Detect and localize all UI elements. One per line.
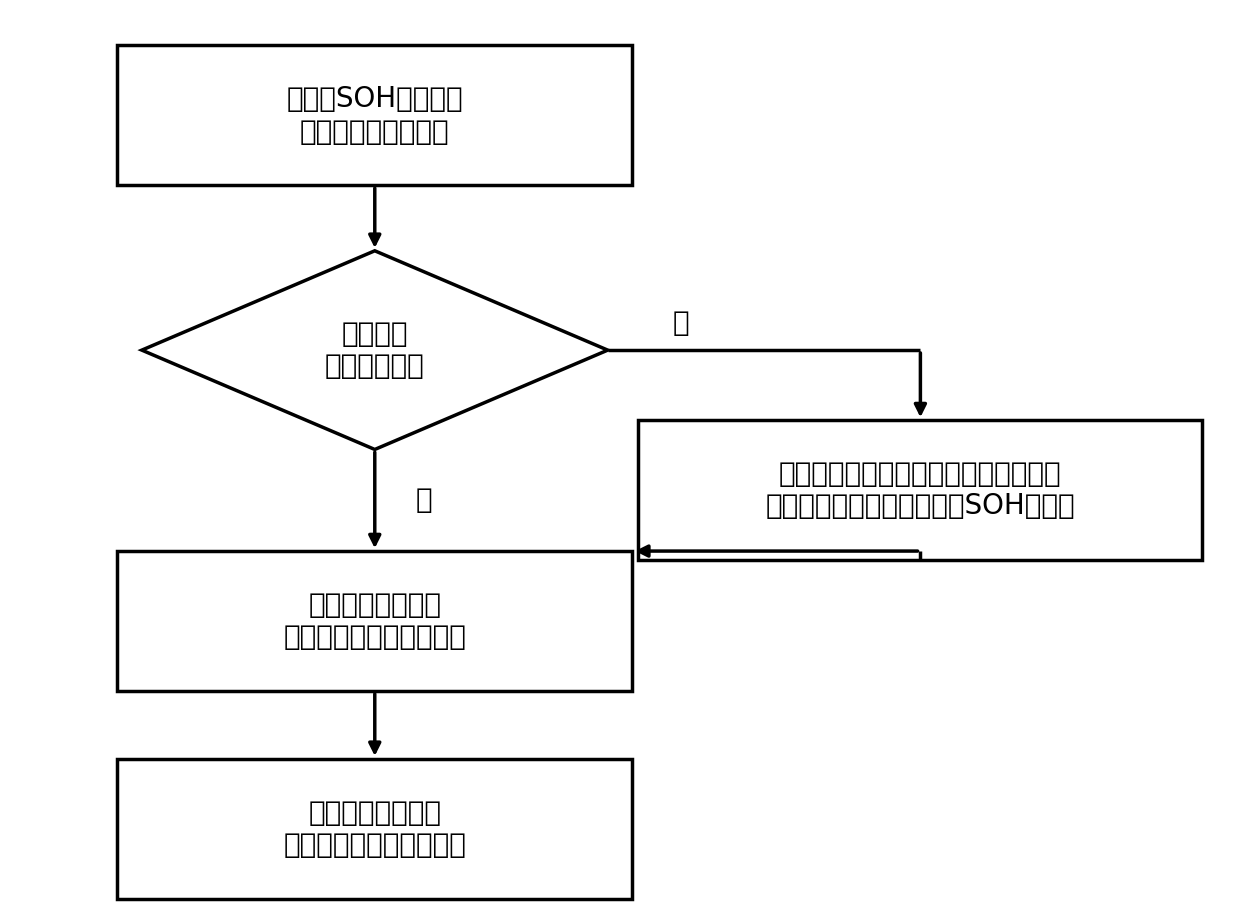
Text: 基于容积粒子滤波
进行蓄电池剩余寿命预测: 基于容积粒子滤波 进行蓄电池剩余寿命预测 xyxy=(284,799,466,859)
Text: 否: 否 xyxy=(415,486,432,514)
Bar xyxy=(118,551,632,691)
Bar xyxy=(118,758,632,899)
Text: 是否存在
非运行模式？: 是否存在 非运行模式？ xyxy=(325,320,424,381)
Polygon shape xyxy=(141,250,608,449)
Text: 蓄电池SOH历史时间
序列数据及当前数据: 蓄电池SOH历史时间 序列数据及当前数据 xyxy=(286,85,463,146)
Bar xyxy=(639,420,1203,560)
Text: 是: 是 xyxy=(673,309,689,337)
Text: 基于量子神经网络
构建蓄电池性能退化模型: 基于量子神经网络 构建蓄电池性能退化模型 xyxy=(284,591,466,651)
Bar xyxy=(118,45,632,185)
Text: 基于相同型号蓄电池贮存性能退化模型
计算非运行模式期间蓄电池SOH衰退值: 基于相同型号蓄电池贮存性能退化模型 计算非运行模式期间蓄电池SOH衰退值 xyxy=(765,460,1075,520)
